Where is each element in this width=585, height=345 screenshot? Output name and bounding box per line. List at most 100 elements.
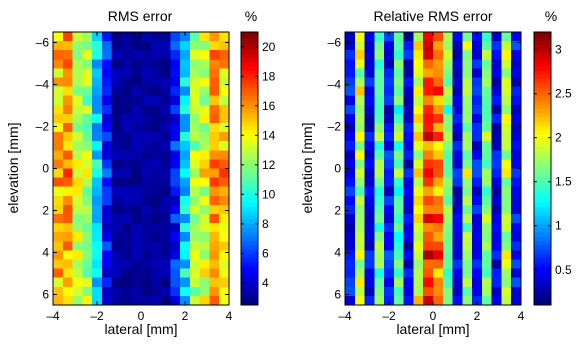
heatmap-cell: [170, 113, 181, 124]
heatmap-cell: [393, 77, 404, 87]
heatmap-cell: [53, 113, 64, 124]
heatmap-cell: [209, 204, 220, 215]
heatmap-cell: [472, 259, 483, 269]
heatmap-cell: [170, 268, 181, 278]
heatmap-cell: [491, 214, 502, 224]
heatmap-cell: [209, 86, 220, 96]
colorbar-swatch: [534, 168, 551, 174]
heatmap-cell: [393, 95, 404, 106]
heatmap-cell: [403, 150, 414, 160]
heatmap-cell: [199, 50, 210, 60]
heatmap-cell: [403, 59, 414, 69]
heatmap-cell: [433, 95, 444, 106]
heatmap-cell: [345, 41, 356, 51]
heatmap-cell: [423, 232, 434, 242]
heatmap-cell: [384, 177, 395, 187]
colorbar-tick-label: 4: [262, 276, 269, 290]
heatmap-cell: [150, 159, 161, 169]
heatmap-cell: [131, 286, 142, 297]
heatmap-cell: [160, 259, 171, 269]
heatmap-cell: [354, 214, 365, 224]
heatmap-cell: [131, 41, 142, 51]
heatmap-cell: [472, 241, 483, 251]
heatmap-cell: [82, 177, 93, 187]
heatmap-cell: [452, 59, 463, 69]
heatmap-cell: [462, 77, 473, 87]
heatmap-cell: [501, 204, 512, 215]
colorbar-swatch: [241, 66, 258, 71]
colorbar-swatch: [534, 266, 551, 272]
heatmap-cell: [209, 195, 220, 206]
heatmap-cell: [72, 123, 83, 133]
heatmap-cell: [413, 32, 424, 42]
heatmap-cell: [452, 186, 463, 197]
colorbar-frame: [533, 31, 552, 306]
heatmap-cell: [462, 86, 473, 96]
heatmap-cell: [199, 68, 210, 78]
heatmap-cell: [131, 168, 142, 178]
heatmap-cell: [121, 68, 132, 78]
heatmap-cell: [491, 68, 502, 78]
heatmap-cell: [72, 150, 83, 160]
heatmap-cell: [160, 141, 171, 151]
heatmap-cell: [92, 50, 103, 60]
heatmap-cell: [53, 214, 64, 224]
heatmap-cell: [121, 268, 132, 278]
heatmap-cell: [72, 250, 83, 260]
heatmap-cell: [413, 159, 424, 169]
heatmap-cell: [433, 277, 444, 288]
colorbar-swatch: [241, 74, 258, 80]
heatmap-cell: [170, 41, 181, 51]
heatmap-cell: [423, 186, 434, 197]
heatmap-cell: [101, 41, 112, 51]
heatmap-cell: [72, 186, 83, 197]
heatmap-cell: [72, 241, 83, 251]
colorbar-swatch: [241, 236, 258, 242]
x-tick-label: –2: [382, 309, 396, 323]
heatmap-cell: [199, 168, 210, 178]
heatmap-cell: [101, 232, 112, 242]
heatmap-cell: [72, 204, 83, 215]
heatmap-cell: [452, 232, 463, 242]
colorbar-swatch: [241, 164, 258, 169]
heatmap-cell: [452, 286, 463, 297]
heatmap-cell: [160, 277, 171, 288]
heatmap-cell: [423, 277, 434, 288]
heatmap-cell: [384, 277, 395, 288]
heatmap-cell: [170, 286, 181, 297]
colorbar-swatch: [534, 172, 551, 178]
heatmap: [345, 32, 522, 306]
colorbar-swatch: [241, 283, 258, 289]
heatmap-cell: [472, 86, 483, 96]
heatmap-cell: [141, 86, 152, 96]
heatmap-cell: [413, 295, 424, 306]
heatmap-cell: [199, 177, 210, 187]
heatmap-cell: [393, 41, 404, 51]
heatmap-cell: [150, 250, 161, 260]
colorbar: [534, 32, 551, 306]
heatmap-cell: [189, 95, 200, 106]
heatmap-cell: [393, 195, 404, 206]
heatmap-cell: [141, 68, 152, 78]
heatmap-cell: [384, 159, 395, 169]
heatmap-cell: [511, 204, 522, 215]
heatmap-cell: [481, 268, 492, 278]
heatmap-cell: [170, 50, 181, 60]
heatmap-cell: [481, 277, 492, 288]
heatmap-cell: [199, 277, 210, 288]
heatmap-cell: [111, 141, 122, 151]
heatmap-cell: [219, 113, 230, 124]
colorbar-swatch: [241, 87, 258, 93]
colorbar-swatch: [534, 53, 551, 58]
heatmap-cell: [462, 214, 473, 224]
heatmap-cell: [150, 141, 161, 151]
heatmap-cell: [413, 250, 424, 260]
heatmap-cell: [150, 195, 161, 206]
heatmap-cell: [413, 77, 424, 87]
heatmap-cell: [354, 104, 365, 115]
heatmap-cell: [345, 68, 356, 78]
heatmap-cell: [82, 32, 93, 42]
colorbar-swatch: [534, 134, 551, 140]
colorbar-swatch: [241, 108, 258, 114]
heatmap-cell: [189, 123, 200, 133]
